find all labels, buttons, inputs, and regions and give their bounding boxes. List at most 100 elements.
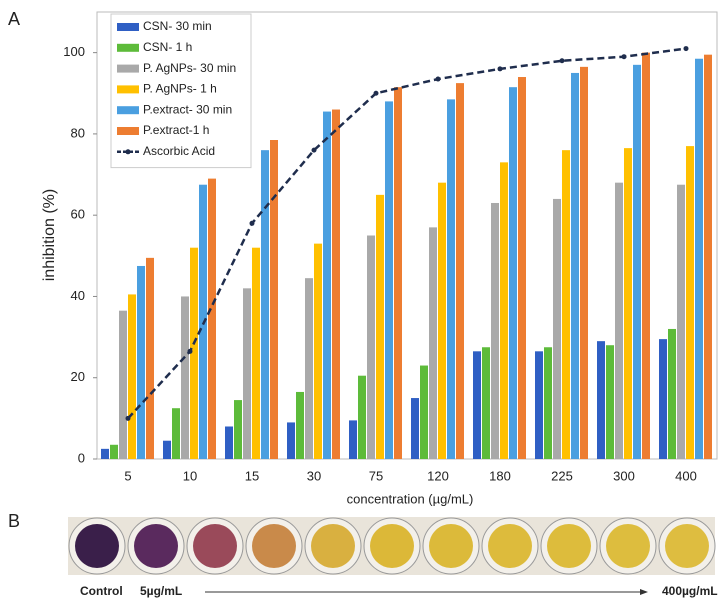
legend: CSN- 30 min CSN- 1 h P. AgNPs- 30 min P. Ag… xyxy=(110,13,252,169)
bar xyxy=(101,448,109,459)
bar xyxy=(473,351,481,459)
well-liquid xyxy=(193,524,237,568)
bar xyxy=(668,328,676,459)
point xyxy=(559,58,565,64)
bar xyxy=(606,345,614,459)
legend-swatch xyxy=(117,127,139,135)
photo-label: 400µg/mL xyxy=(662,584,718,598)
bar xyxy=(429,227,437,459)
bar xyxy=(332,109,340,459)
legend-swatch xyxy=(117,106,139,115)
bar xyxy=(349,420,357,459)
bar xyxy=(119,310,127,459)
legend-label: P.extract-1 h xyxy=(143,123,209,137)
bar xyxy=(686,146,694,459)
photo-label: 5µg/mL xyxy=(140,584,182,598)
panel-label: A xyxy=(8,9,20,29)
well-liquid xyxy=(429,524,473,568)
y-tick-label: 60 xyxy=(71,207,85,222)
well-liquid xyxy=(488,524,532,568)
y-tick-label: 40 xyxy=(71,288,85,303)
point xyxy=(621,54,627,60)
panel-label: B xyxy=(8,511,20,531)
x-tick-label: 30 xyxy=(307,468,321,483)
bar xyxy=(642,52,650,460)
x-tick-label: 5 xyxy=(124,468,131,483)
bar xyxy=(296,391,304,459)
y-tick-label: 0 xyxy=(78,450,85,465)
bar xyxy=(376,194,384,459)
bar xyxy=(190,247,198,459)
bar xyxy=(323,111,331,460)
bar xyxy=(535,351,543,459)
well-liquid xyxy=(606,524,650,568)
arrow-head xyxy=(640,589,648,595)
legend-label: P.extract- 30 min xyxy=(143,102,232,116)
bar xyxy=(394,87,402,459)
bar xyxy=(137,265,145,459)
x-tick-label: 120 xyxy=(427,468,449,483)
x-tick-label: 300 xyxy=(613,468,635,483)
bar xyxy=(438,182,446,459)
well-liquid xyxy=(75,524,119,568)
legend-swatch xyxy=(117,85,139,94)
bar xyxy=(367,235,375,459)
legend-swatch xyxy=(117,43,139,52)
bar xyxy=(615,182,623,459)
legend-label: P. AgNPs- 1 h xyxy=(143,82,217,96)
x-tick-label: 225 xyxy=(551,468,573,483)
bar xyxy=(305,278,313,459)
legend-label: CSN- 1 h xyxy=(143,40,192,54)
y-tick-label: 100 xyxy=(63,44,85,59)
bar xyxy=(314,243,322,459)
legend-label: CSN- 30 min xyxy=(143,19,212,33)
bar xyxy=(358,375,366,459)
point xyxy=(249,220,255,226)
x-tick-label: 75 xyxy=(369,468,383,483)
bar xyxy=(659,339,667,459)
x-tick-label: 180 xyxy=(489,468,511,483)
bar xyxy=(518,77,526,459)
bar xyxy=(163,440,171,459)
point xyxy=(125,415,131,421)
point xyxy=(311,147,317,153)
bar xyxy=(553,198,561,459)
plot-frame xyxy=(96,11,718,460)
legend-swatch xyxy=(125,149,131,155)
well-liquid xyxy=(252,524,296,568)
legend-swatch xyxy=(117,23,139,31)
bar xyxy=(624,148,632,459)
y-tick-label: 20 xyxy=(71,369,85,384)
bar xyxy=(500,162,508,459)
bar xyxy=(571,72,579,460)
point xyxy=(187,348,193,354)
x-axis-label: concentration (µg/mL) xyxy=(347,491,474,506)
legend-swatch xyxy=(117,64,139,73)
legend-label: P. AgNPs- 30 min xyxy=(143,61,236,75)
bar xyxy=(677,184,685,460)
point xyxy=(435,76,441,82)
x-tick-label: 10 xyxy=(183,468,197,483)
y-axis-label: inhibition (%) xyxy=(41,189,58,281)
bar xyxy=(128,294,136,459)
y-tick-label: 80 xyxy=(71,125,85,140)
bar xyxy=(172,408,180,459)
bar xyxy=(704,54,712,459)
bar xyxy=(243,288,251,459)
bar xyxy=(509,87,517,459)
well-liquid xyxy=(311,524,355,568)
bar xyxy=(456,83,464,459)
well-liquid xyxy=(134,524,178,568)
point xyxy=(497,66,503,72)
photo-label: Control xyxy=(80,584,123,598)
point xyxy=(373,90,379,96)
line xyxy=(127,47,687,420)
bar xyxy=(252,247,260,459)
bar xyxy=(181,296,189,459)
point xyxy=(683,46,689,52)
well-liquid xyxy=(665,524,709,568)
bar xyxy=(482,347,490,459)
bar xyxy=(420,365,428,459)
bar xyxy=(695,58,703,460)
x-tick-label: 400 xyxy=(675,468,697,483)
